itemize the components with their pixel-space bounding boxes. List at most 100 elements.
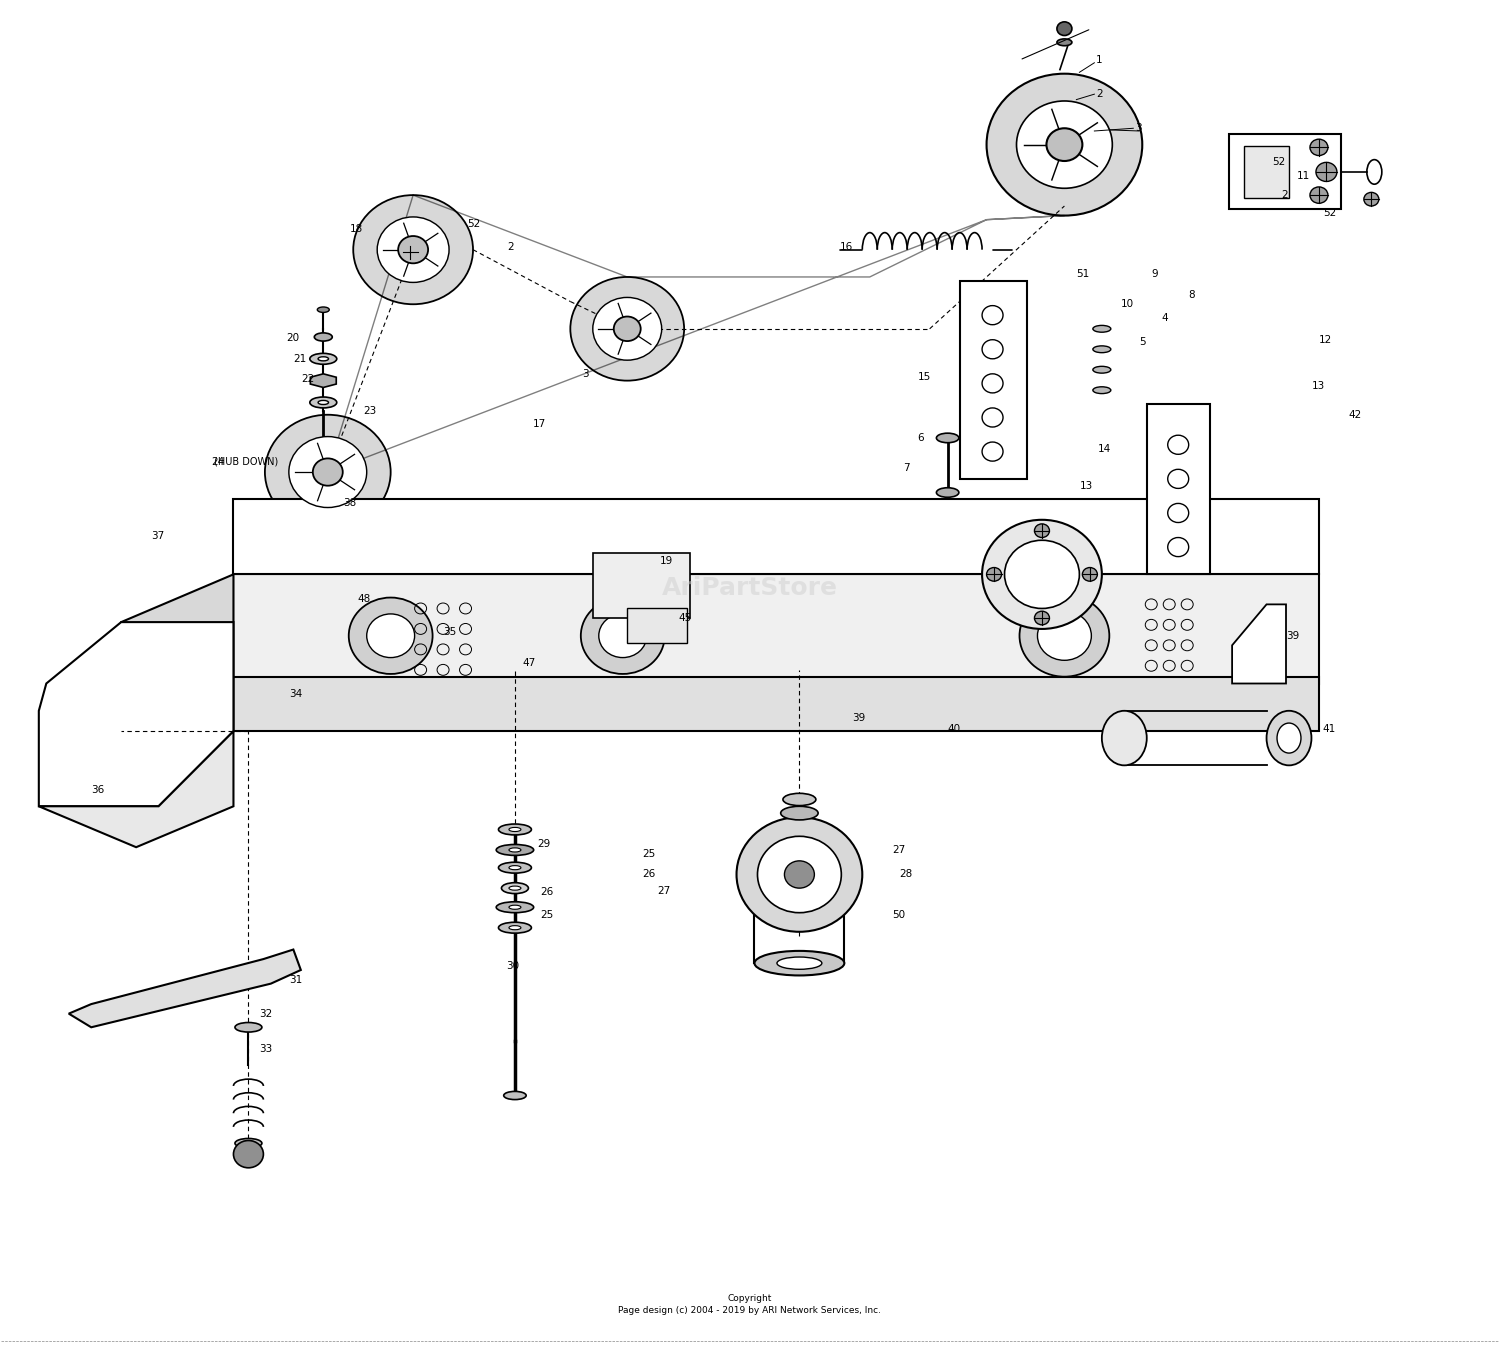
Circle shape [1035,524,1050,537]
Text: 39: 39 [1286,630,1299,641]
Ellipse shape [236,1139,262,1148]
Text: 25: 25 [540,910,554,920]
Ellipse shape [310,396,338,407]
Ellipse shape [1094,387,1112,394]
Text: 15: 15 [918,372,932,381]
FancyBboxPatch shape [234,574,1318,684]
Circle shape [1316,163,1336,182]
Text: 3: 3 [1136,123,1142,133]
Ellipse shape [498,923,531,934]
FancyBboxPatch shape [234,677,1318,731]
Bar [1244,146,1288,198]
Polygon shape [39,622,234,807]
Circle shape [987,74,1143,216]
Polygon shape [310,373,336,387]
Text: 2: 2 [1281,190,1288,200]
Polygon shape [1232,604,1286,684]
Ellipse shape [780,807,818,820]
Text: 20: 20 [286,334,298,343]
Ellipse shape [1266,711,1311,766]
Text: 7: 7 [903,463,909,473]
Text: 33: 33 [260,1044,272,1054]
Text: 26: 26 [540,887,554,897]
Circle shape [402,246,417,260]
Circle shape [1005,540,1080,608]
Ellipse shape [509,827,520,831]
Ellipse shape [1058,38,1072,45]
Circle shape [982,519,1102,629]
Circle shape [1038,611,1092,660]
Text: 37: 37 [152,532,165,541]
Circle shape [1035,611,1050,625]
Text: 51: 51 [1077,269,1089,279]
Text: 39: 39 [852,712,865,723]
Ellipse shape [496,845,534,856]
Bar [1148,403,1209,574]
Ellipse shape [1276,723,1300,753]
Text: 30: 30 [506,961,519,971]
Ellipse shape [777,957,822,969]
Text: 31: 31 [290,975,302,984]
Ellipse shape [509,865,520,869]
Text: 9: 9 [1152,269,1158,279]
Text: 24: 24 [211,458,225,468]
Bar [592,552,690,618]
Text: 11: 11 [1296,171,1310,180]
Polygon shape [122,574,234,731]
Text: 27: 27 [657,886,670,895]
Circle shape [570,278,684,380]
Ellipse shape [236,1023,262,1032]
Text: 47: 47 [522,658,536,668]
Text: 35: 35 [442,626,456,637]
Ellipse shape [318,308,330,313]
Circle shape [1083,567,1098,581]
Ellipse shape [498,824,531,835]
Circle shape [366,614,414,658]
Circle shape [234,1140,264,1167]
Text: 23: 23 [363,406,376,416]
Text: 48: 48 [357,593,370,604]
Ellipse shape [936,488,958,498]
Circle shape [1017,101,1113,189]
Text: 41: 41 [1322,723,1335,734]
Text: 52: 52 [1272,157,1286,167]
Circle shape [614,317,640,342]
Ellipse shape [504,1091,526,1099]
Text: 1: 1 [1096,55,1102,66]
Text: 22: 22 [302,375,313,384]
Text: 28: 28 [900,869,914,879]
Text: 6: 6 [918,433,924,443]
Text: 13: 13 [1080,481,1092,491]
Text: 17: 17 [532,420,546,429]
Text: 45: 45 [678,612,692,623]
Text: 8: 8 [1188,290,1196,299]
Ellipse shape [1094,346,1112,353]
Circle shape [1047,128,1083,161]
Text: 38: 38 [344,499,355,509]
Circle shape [352,195,472,305]
Text: 2: 2 [507,242,515,252]
Text: 36: 36 [92,785,105,794]
Circle shape [1310,139,1328,156]
Bar [627,608,687,642]
Circle shape [580,597,664,674]
Text: 26: 26 [642,869,656,879]
Text: 32: 32 [260,1009,272,1018]
Ellipse shape [1094,325,1112,332]
Text: 21: 21 [294,354,306,364]
Text: 50: 50 [892,910,906,920]
Text: 3: 3 [582,369,590,379]
Ellipse shape [936,433,958,443]
Text: 18: 18 [350,224,363,234]
Circle shape [1020,595,1110,677]
Bar [960,282,1028,478]
Circle shape [290,436,366,507]
Text: 29: 29 [537,839,550,849]
Text: 13: 13 [1311,381,1324,391]
Text: 52: 52 [1323,208,1336,217]
Text: 12: 12 [1318,335,1332,344]
Text: 25: 25 [642,849,656,858]
Ellipse shape [315,334,333,342]
Ellipse shape [318,401,328,405]
Ellipse shape [318,357,328,361]
